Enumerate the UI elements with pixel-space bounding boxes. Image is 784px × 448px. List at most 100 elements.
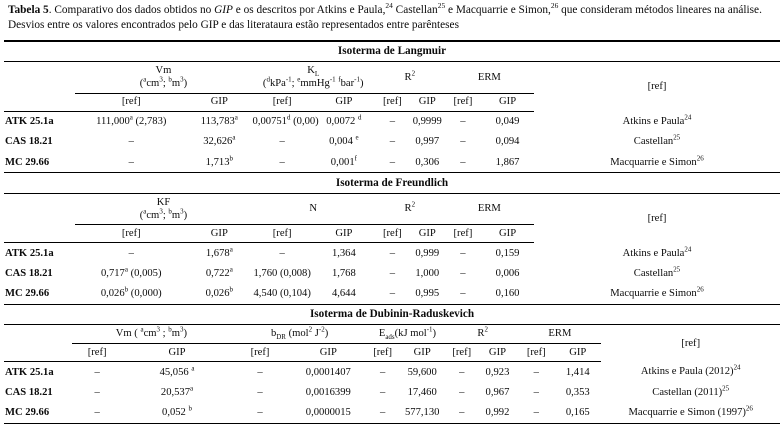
caption-segment: Castellan	[392, 4, 438, 16]
data-cell: 111,000a (2,783)	[96, 113, 167, 128]
column-subheader: [ref]	[374, 224, 410, 244]
column-subheader: GIP	[312, 224, 375, 244]
data-cell: 17,460	[407, 386, 437, 398]
column-group-header: bDR (mol2 J-2)	[231, 325, 368, 345]
data-cell: –	[128, 247, 134, 259]
reference-cell: Castellan25	[633, 133, 681, 148]
data-cell: 0,159	[495, 247, 520, 259]
data-cell: –	[279, 136, 285, 148]
corner-cell	[4, 93, 76, 112]
column-subheader: GIP	[187, 224, 252, 244]
data-cell: 59,600	[407, 366, 437, 378]
reference-cell: Macquarrie e Simon (1997)26	[628, 404, 753, 419]
references-column-header: [ref]	[647, 212, 667, 224]
data-cell: 1,713b	[205, 154, 233, 168]
caption-segment: e os descritos por Atkins e Paula,	[232, 4, 386, 16]
data-cell: 0,999	[415, 247, 440, 259]
data-cell: 45,056 a	[159, 364, 195, 378]
data-cell: –	[460, 247, 466, 259]
data-cell: 0,353	[565, 386, 590, 398]
column-subheader: GIP	[187, 93, 252, 112]
column-subheader: [ref]	[374, 93, 410, 112]
data-cell: –	[533, 366, 539, 378]
group-label: ERM	[477, 71, 501, 83]
data-cell: –	[459, 407, 465, 419]
data-cell: 0,0001407	[305, 366, 351, 378]
references-column-header: [ref]	[681, 337, 701, 349]
data-cell: 1,364	[331, 247, 356, 259]
column-subheader: GIP	[312, 93, 375, 112]
data-cell: 0,00751d (0,00)	[252, 113, 319, 128]
data-cell: 1,414	[565, 366, 590, 378]
column-group-header: ERM	[444, 62, 534, 94]
column-group-header: R2	[447, 325, 519, 345]
row-label: CAS 18.21	[5, 386, 53, 398]
group-label: N	[309, 203, 318, 215]
column-group-header: Vm (acm3; bm3)	[75, 62, 252, 94]
data-cell: 577,130	[404, 407, 440, 419]
caption-segment: . Comparativo dos dados obtidos no	[48, 4, 215, 16]
column-subheader: [ref]	[251, 93, 313, 112]
data-cell: –	[128, 136, 134, 148]
column-subheader: [ref]	[367, 343, 398, 363]
group-unit: (acm3; bm3)	[139, 75, 188, 89]
column-subheader: [ref]	[71, 343, 123, 363]
data-cell: –	[460, 156, 466, 168]
data-cell: 1,678a	[205, 245, 233, 259]
data-cell: –	[257, 386, 263, 398]
group-label: R2	[477, 325, 488, 340]
data-cell: –	[459, 386, 465, 398]
row-label: MC 29.66	[5, 407, 50, 419]
data-cell: 1,760 (0,008)	[253, 268, 311, 279]
column-group-header: ERM	[444, 193, 534, 226]
caption-segment: 24	[385, 1, 393, 11]
row-label: CAS 18.21	[5, 136, 53, 148]
section-dubinin: Isoterma de Dubinin-Raduskevich Vm ( acm3…	[4, 303, 780, 424]
group-label: R2	[404, 69, 416, 83]
data-cell: –	[379, 407, 386, 419]
reference-cell: Atkins e Paula (2012)24	[640, 363, 741, 378]
section-table-langmuir: Vm (acm3; bm3) KL (dkPa-1; emmHg-1 fbar-1) R…	[4, 62, 780, 172]
data-cell: 0,997	[415, 136, 440, 148]
data-cell: –	[389, 268, 395, 279]
data-cell: 1,000	[415, 268, 440, 279]
group-label: R2	[404, 200, 416, 215]
column-group-header: R2	[374, 193, 445, 226]
section-title-langmuir: Isoterma de Langmuir	[4, 39, 780, 63]
column-group-header: Eads(kJ mol-1)	[367, 325, 448, 345]
group-label: Vm	[155, 65, 172, 77]
column-subheader: [ref]	[231, 343, 289, 363]
data-cell: 0,006	[495, 268, 520, 279]
section-table-freundlich: KF (acm3; bm3) N R2 ERM [ref] [ref] GIP [ref] GIP…	[4, 193, 780, 304]
column-group-header: KL (dkPa-1; emmHg-1 fbar-1)	[251, 62, 375, 94]
data-cell: –	[389, 116, 395, 128]
caption-segment: Tabela 5	[8, 4, 49, 16]
reference-cell: Atkins e Paula24	[622, 245, 692, 259]
table-row: ATK 25.1a 111,000a (2,783) 113,783a 0,00751…	[4, 111, 780, 132]
column-group-header: R2	[374, 62, 445, 94]
group-label: ERM	[477, 203, 501, 215]
column-subheader: GIP	[288, 343, 368, 363]
table-row: MC 29.66 0,026b (0,000) 0,026b 4,540 (0,104…	[4, 284, 780, 304]
data-cell: 20,537a	[160, 384, 194, 398]
data-cell: 0,001f	[330, 154, 357, 168]
column-group-header: Vm ( acm3 ; bm3)	[71, 325, 232, 345]
data-cell: –	[533, 407, 539, 419]
data-cell: –	[459, 366, 465, 378]
data-cell: –	[257, 407, 263, 419]
data-cell: –	[379, 386, 386, 398]
data-cell: 0,165	[565, 407, 590, 419]
table-caption: Tabela 5. Comparativo dos dados obtidos …	[4, 1, 780, 34]
table-row: CAS 18.21 – 32,626a – 0,004 e – 0,997 – 0,094 Cas…	[4, 132, 780, 152]
column-subheader: GIP	[554, 343, 602, 363]
data-cell: 0,052 b	[162, 404, 192, 419]
column-subheader: [ref]	[444, 93, 482, 112]
data-cell: –	[460, 116, 466, 128]
table-row: CAS 18.21 – 20,537a – 0,0016399 – 17,460 – 0,967…	[4, 382, 780, 402]
reference-cell: Castellan (2011)25	[652, 384, 730, 398]
row-label: CAS 18.21	[5, 268, 53, 279]
group-unit: (acm3; bm3)	[139, 206, 188, 221]
data-cell: 0,0016399	[305, 386, 351, 398]
data-cell: –	[94, 407, 100, 419]
data-cell: 0,992	[485, 407, 510, 419]
